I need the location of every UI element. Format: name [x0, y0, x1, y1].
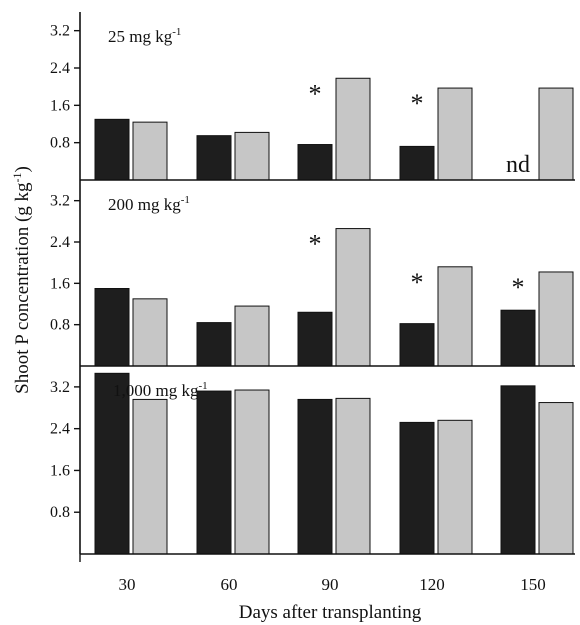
y-tick-label: 0.8 — [50, 135, 70, 152]
panel-label-superscript: -1 — [181, 194, 190, 206]
y-tick-label: 1.6 — [50, 275, 70, 292]
y-tick-label: 3.2 — [50, 379, 70, 396]
bar-light — [335, 77, 371, 181]
y-axis-label-superscript: -1 — [10, 172, 24, 182]
bar-light — [437, 87, 473, 181]
significance-asterisk: * — [309, 230, 322, 259]
bar-light — [335, 397, 371, 555]
significance-asterisk: * — [309, 79, 322, 108]
y-axis-label: Shoot P concentration (g kg-1) — [10, 166, 33, 394]
y-tick-label: 1.6 — [50, 462, 70, 479]
bar-dark — [297, 311, 333, 367]
panel-label: 25 mg kg-1 — [108, 26, 181, 46]
y-tick-label: 0.8 — [50, 317, 70, 334]
bar-dark — [500, 309, 536, 367]
bar-light — [335, 228, 371, 367]
not-determined-label: nd — [506, 152, 530, 178]
x-tick-label: 60 — [221, 575, 238, 594]
bar-dark — [196, 390, 232, 555]
bar-light — [234, 305, 270, 367]
y-tick-label: 0.8 — [50, 504, 70, 521]
bar-light — [132, 298, 168, 367]
panel-label: 200 mg kg-1 — [108, 194, 190, 214]
bar-light — [132, 121, 168, 181]
y-tick-label: 2.4 — [50, 234, 70, 251]
x-tick-label: 120 — [419, 575, 445, 594]
bar-dark — [500, 385, 536, 555]
x-axis-label: Days after transplanting — [239, 602, 422, 623]
bar-light — [437, 419, 473, 555]
bar-dark — [196, 135, 232, 181]
panel-label: 1,000 mg kg-1 — [113, 380, 208, 400]
y-tick-label: 3.2 — [50, 193, 70, 210]
bar-light — [234, 131, 270, 181]
y-tick-label: 2.4 — [50, 60, 70, 77]
significance-asterisk: * — [512, 273, 525, 302]
bar-light — [538, 402, 574, 555]
bar-dark — [399, 145, 435, 181]
significance-asterisk: * — [411, 268, 424, 297]
bar-dark — [297, 144, 333, 181]
x-tick-label: 150 — [520, 575, 546, 594]
bar-light — [437, 266, 473, 367]
bar-dark — [399, 421, 435, 555]
bar-dark — [297, 398, 333, 555]
significance-asterisk: * — [411, 89, 424, 118]
bar-light — [538, 271, 574, 367]
bar-light — [234, 389, 270, 555]
bar-dark — [196, 322, 232, 367]
y-tick-label: 1.6 — [50, 97, 70, 114]
x-tick-label: 90 — [322, 575, 339, 594]
panel-label-superscript: -1 — [198, 380, 207, 392]
bar-dark — [94, 118, 130, 181]
bar-dark — [94, 372, 130, 555]
panel-label-superscript: -1 — [172, 26, 181, 38]
x-tick-label: 30 — [119, 575, 136, 594]
bar-light — [132, 398, 168, 555]
bar-light — [538, 87, 574, 181]
y-tick-label: 2.4 — [50, 421, 70, 438]
y-tick-label: 3.2 — [50, 23, 70, 40]
bar-dark — [399, 323, 435, 367]
bar-dark — [94, 288, 130, 367]
